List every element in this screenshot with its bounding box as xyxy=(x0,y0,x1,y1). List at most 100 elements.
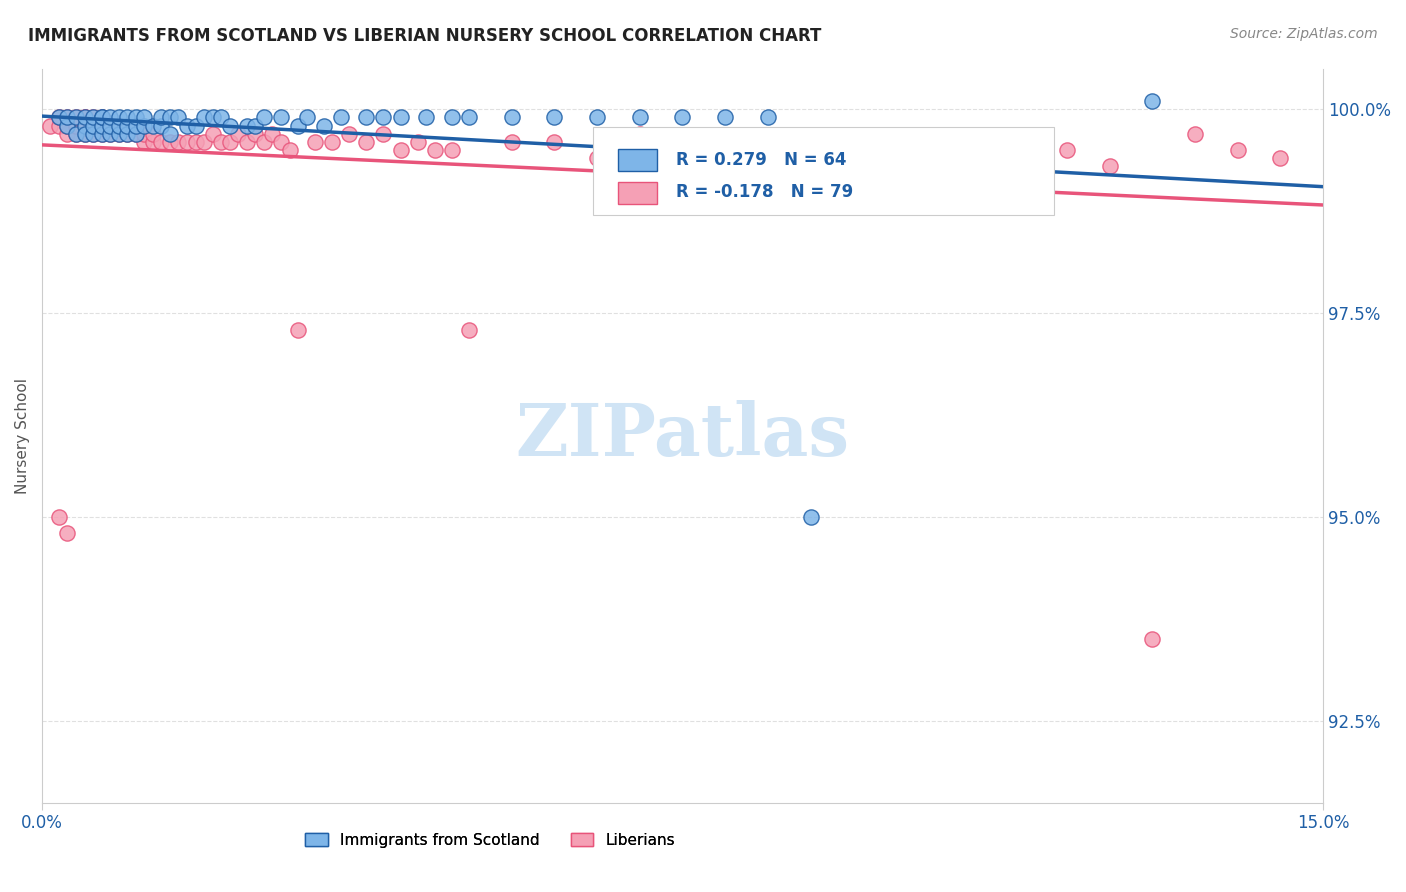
Liberians xyxy=(628,127,651,141)
Liberians xyxy=(48,119,70,133)
Liberians xyxy=(1184,127,1206,141)
Liberians xyxy=(115,127,138,141)
Liberians xyxy=(56,111,79,125)
FancyBboxPatch shape xyxy=(593,128,1054,215)
Immigrants from Scotland xyxy=(73,119,96,133)
Immigrants from Scotland xyxy=(98,111,121,125)
Immigrants from Scotland xyxy=(800,510,823,524)
Immigrants from Scotland xyxy=(193,111,215,125)
Liberians xyxy=(193,135,215,149)
Y-axis label: Nursery School: Nursery School xyxy=(15,377,30,493)
Liberians xyxy=(90,127,112,141)
Immigrants from Scotland xyxy=(1142,94,1164,108)
Liberians xyxy=(236,135,259,149)
Immigrants from Scotland xyxy=(90,111,112,125)
Immigrants from Scotland xyxy=(90,119,112,133)
Immigrants from Scotland xyxy=(82,111,104,125)
Text: R = -0.178   N = 79: R = -0.178 N = 79 xyxy=(676,183,853,201)
Immigrants from Scotland xyxy=(253,111,276,125)
Immigrants from Scotland xyxy=(90,111,112,125)
Liberians xyxy=(440,143,463,157)
Immigrants from Scotland xyxy=(134,119,156,133)
Liberians xyxy=(1270,151,1292,165)
Immigrants from Scotland xyxy=(586,111,609,125)
Liberians xyxy=(970,160,993,174)
Immigrants from Scotland xyxy=(201,111,224,125)
Immigrants from Scotland xyxy=(312,119,335,133)
FancyBboxPatch shape xyxy=(619,149,657,171)
Liberians xyxy=(82,119,104,133)
Liberians xyxy=(48,111,70,125)
Liberians xyxy=(884,135,907,149)
Liberians xyxy=(107,119,129,133)
Immigrants from Scotland xyxy=(98,127,121,141)
Immigrants from Scotland xyxy=(82,127,104,141)
Immigrants from Scotland xyxy=(107,127,129,141)
Immigrants from Scotland xyxy=(107,119,129,133)
Immigrants from Scotland xyxy=(373,111,395,125)
Liberians xyxy=(209,135,232,149)
Immigrants from Scotland xyxy=(73,111,96,125)
Immigrants from Scotland xyxy=(98,119,121,133)
Liberians xyxy=(73,119,96,133)
Liberians xyxy=(1142,632,1164,647)
Immigrants from Scotland xyxy=(209,111,232,125)
Immigrants from Scotland xyxy=(159,127,181,141)
Liberians xyxy=(1012,184,1035,198)
Text: IMMIGRANTS FROM SCOTLAND VS LIBERIAN NURSERY SCHOOL CORRELATION CHART: IMMIGRANTS FROM SCOTLAND VS LIBERIAN NUR… xyxy=(28,27,821,45)
Liberians xyxy=(65,111,87,125)
Liberians xyxy=(928,143,950,157)
Liberians xyxy=(756,143,779,157)
Liberians xyxy=(1056,143,1078,157)
Text: R = 0.279   N = 64: R = 0.279 N = 64 xyxy=(676,151,846,169)
Immigrants from Scotland xyxy=(115,127,138,141)
Liberians xyxy=(65,119,87,133)
Liberians xyxy=(245,127,267,141)
Liberians xyxy=(1226,143,1249,157)
Liberians xyxy=(278,143,301,157)
Immigrants from Scotland xyxy=(501,111,523,125)
Liberians xyxy=(270,135,292,149)
Liberians xyxy=(90,119,112,133)
Liberians xyxy=(125,127,148,141)
Immigrants from Scotland xyxy=(159,111,181,125)
Liberians xyxy=(82,127,104,141)
Liberians xyxy=(321,135,343,149)
Liberians xyxy=(167,135,190,149)
Immigrants from Scotland xyxy=(65,127,87,141)
Text: Source: ZipAtlas.com: Source: ZipAtlas.com xyxy=(1230,27,1378,41)
Immigrants from Scotland xyxy=(125,111,148,125)
Liberians xyxy=(150,135,173,149)
Immigrants from Scotland xyxy=(184,119,207,133)
Liberians xyxy=(39,119,62,133)
Liberians xyxy=(501,135,523,149)
Liberians xyxy=(800,151,823,165)
Liberians xyxy=(253,135,276,149)
Liberians xyxy=(98,127,121,141)
Immigrants from Scotland xyxy=(65,111,87,125)
Liberians xyxy=(56,127,79,141)
Immigrants from Scotland xyxy=(90,127,112,141)
Immigrants from Scotland xyxy=(82,119,104,133)
Liberians xyxy=(226,127,249,141)
Liberians xyxy=(98,119,121,133)
Immigrants from Scotland xyxy=(356,111,378,125)
Immigrants from Scotland xyxy=(287,119,309,133)
Immigrants from Scotland xyxy=(245,119,267,133)
Immigrants from Scotland xyxy=(48,111,70,125)
Immigrants from Scotland xyxy=(56,111,79,125)
Immigrants from Scotland xyxy=(218,119,240,133)
Liberians xyxy=(142,135,165,149)
Liberians xyxy=(389,143,412,157)
FancyBboxPatch shape xyxy=(619,182,657,204)
Immigrants from Scotland xyxy=(756,111,779,125)
Liberians xyxy=(159,135,181,149)
Liberians xyxy=(287,322,309,336)
Liberians xyxy=(65,127,87,141)
Immigrants from Scotland xyxy=(389,111,412,125)
Liberians xyxy=(304,135,326,149)
Liberians xyxy=(73,111,96,125)
Immigrants from Scotland xyxy=(125,119,148,133)
Immigrants from Scotland xyxy=(134,111,156,125)
Immigrants from Scotland xyxy=(295,111,318,125)
